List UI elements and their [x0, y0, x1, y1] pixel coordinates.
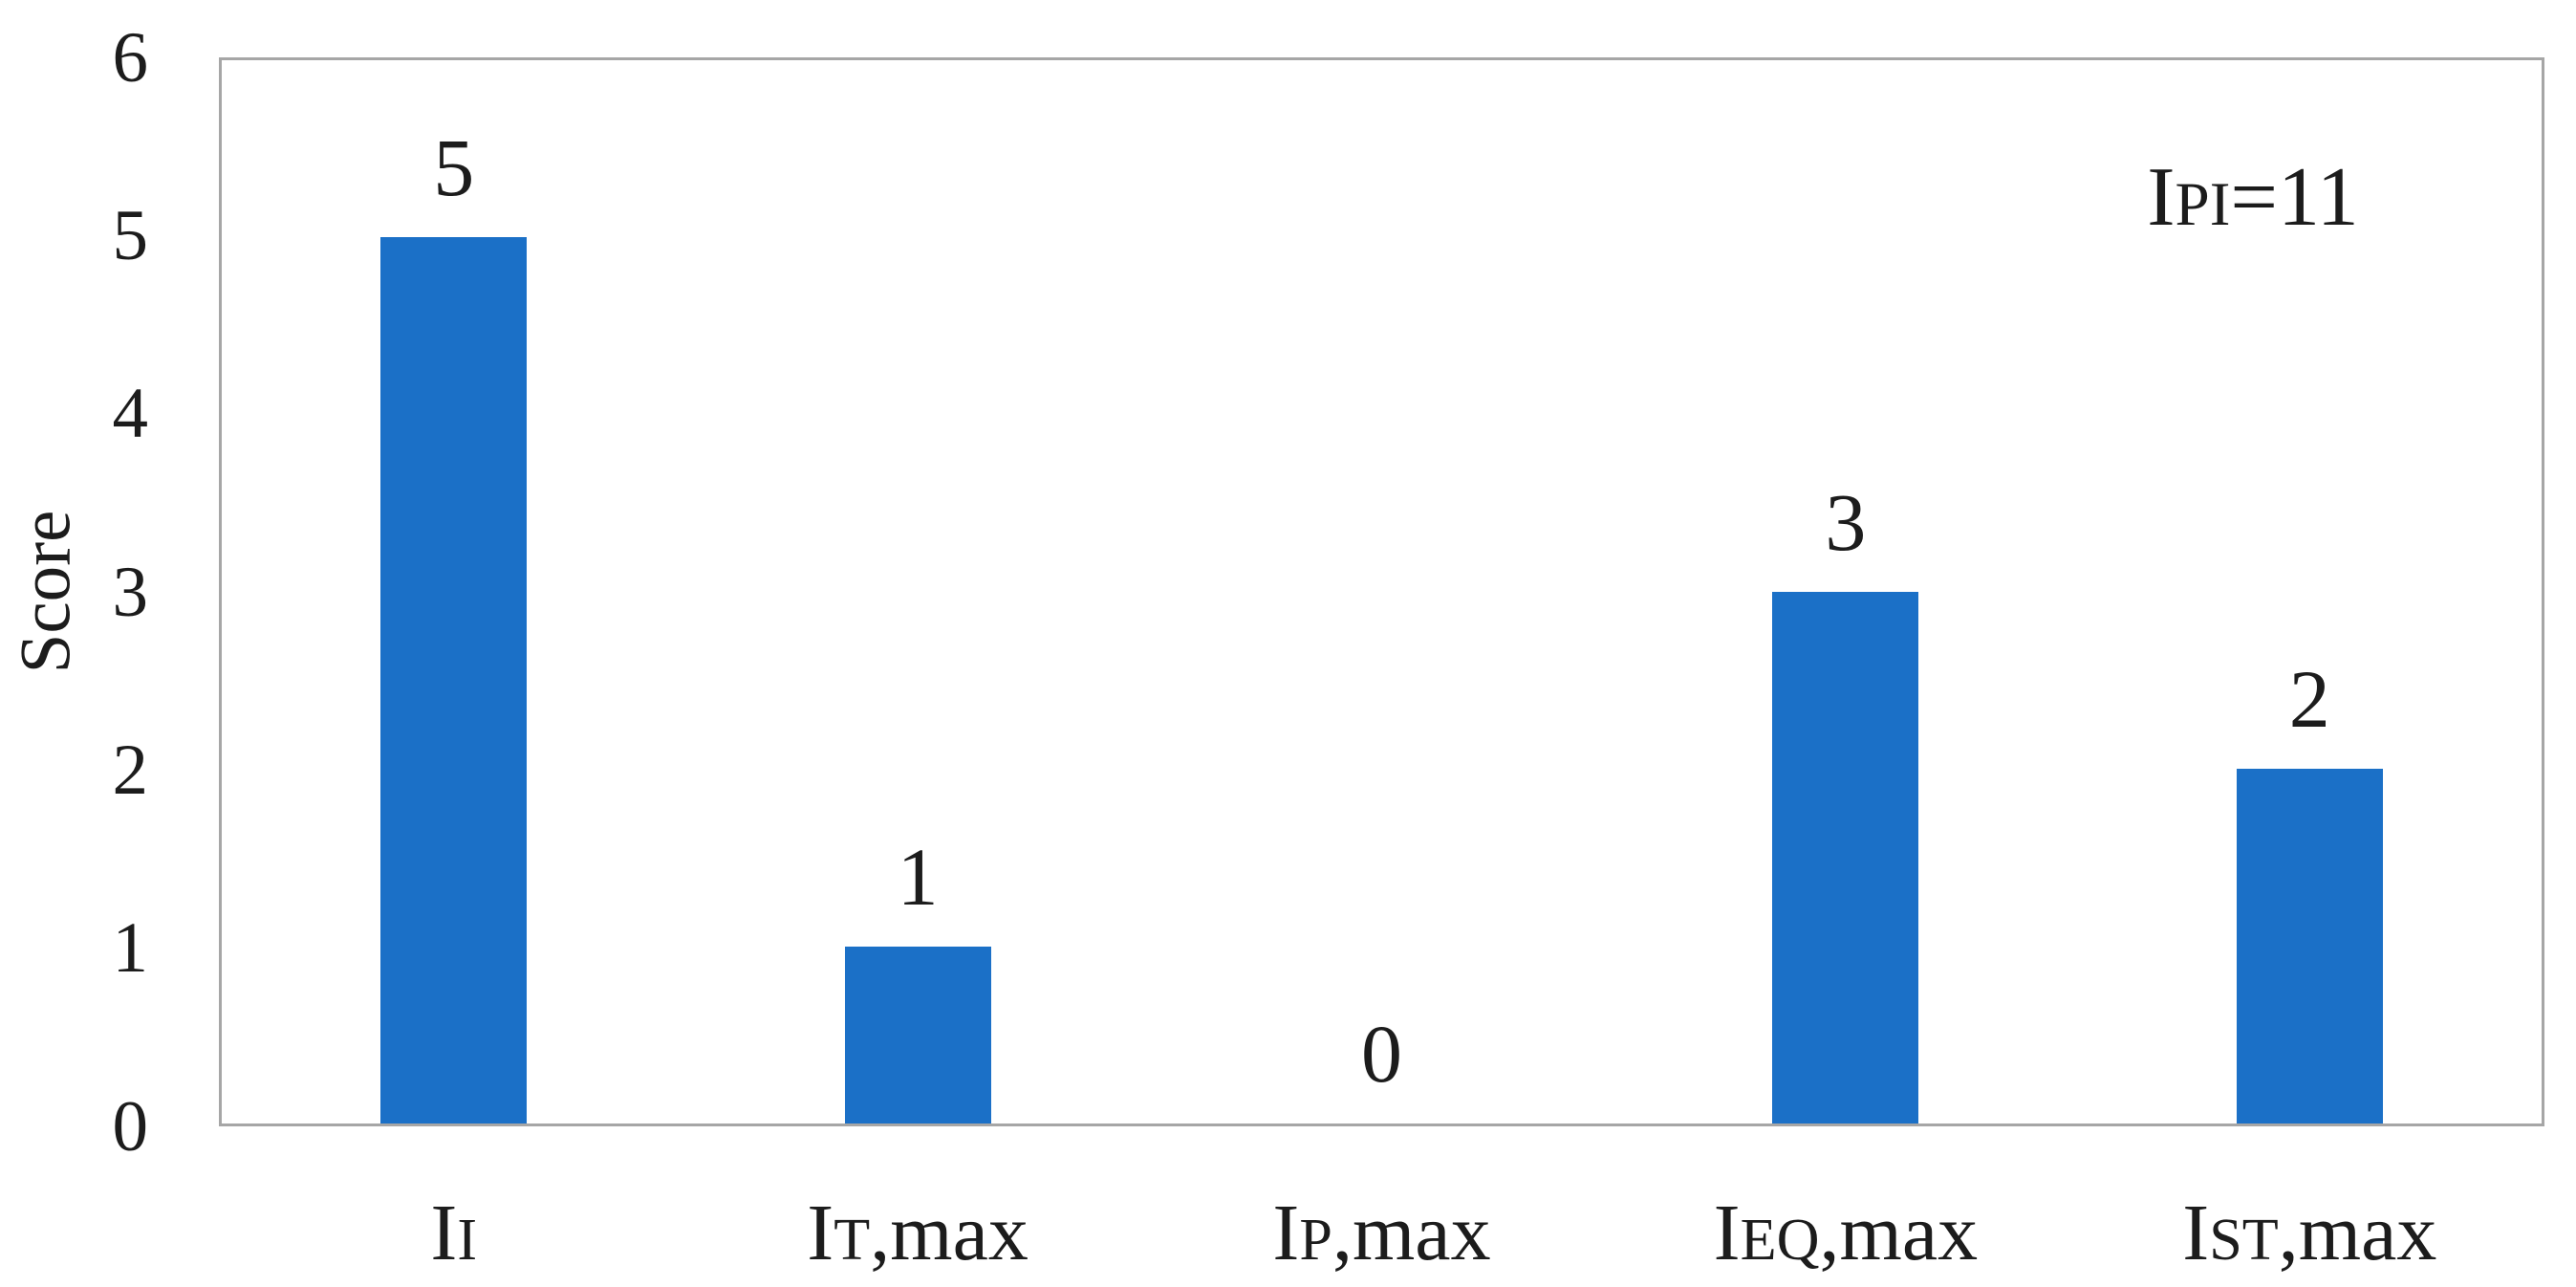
x-label-base: I	[807, 1189, 834, 1277]
x-label-subscript: EQ	[1740, 1208, 1820, 1273]
x-label-subscript: P	[1299, 1208, 1332, 1273]
bar-value-label: 5	[433, 121, 475, 214]
y-tick-label: 1	[112, 908, 149, 989]
bar-IST,max	[2236, 769, 2383, 1123]
bar-value-label: 2	[2288, 653, 2330, 746]
x-label-base: I	[2182, 1189, 2210, 1277]
x-label-suffix: ,max	[2278, 1189, 2437, 1277]
x-label-suffix: ,max	[870, 1189, 1028, 1277]
x-label-base: I	[1713, 1189, 1741, 1277]
x-label-subscript: ST	[2209, 1208, 2279, 1273]
x-label-suffix: ,max	[1819, 1189, 1979, 1277]
y-tick-label: 3	[112, 552, 149, 632]
y-tick-label: 2	[112, 730, 149, 810]
bar-value-label: 3	[1825, 476, 1867, 568]
x-label-suffix: ,max	[1331, 1189, 1491, 1277]
y-tick-label: 0	[112, 1086, 149, 1167]
annotation-ipi: IPI=11	[2147, 156, 2359, 240]
x-category-label-IP,max: IP,max	[1272, 1193, 1490, 1274]
x-label-subscript: I	[457, 1208, 478, 1273]
x-label-base: I	[430, 1189, 458, 1277]
y-tick-label: 5	[112, 195, 149, 275]
bar-value-label: 0	[1361, 1008, 1402, 1100]
x-category-label-IEQ,max: IEQ,max	[1714, 1193, 1978, 1274]
x-category-label-II: II	[430, 1193, 477, 1274]
y-tick-label: 6	[112, 17, 149, 98]
x-category-label-IST,max: IST,max	[2182, 1193, 2436, 1274]
x-label-base: I	[1272, 1189, 1300, 1277]
annotation-subscript: PI	[2175, 170, 2231, 239]
y-tick-label: 4	[112, 374, 149, 454]
bar-value-label: 1	[897, 830, 939, 923]
bar-II	[380, 237, 528, 1123]
bar-IEQ,max	[1772, 592, 1919, 1123]
plot-area: 5 1 0 3 2 IPI=11	[219, 57, 2544, 1126]
x-category-label-IT,max: IT,max	[807, 1193, 1028, 1274]
annotation-base: I	[2147, 151, 2176, 244]
x-label-subscript: T	[833, 1208, 871, 1273]
annotation-value: =11	[2230, 151, 2359, 244]
bar-IT,max	[844, 946, 991, 1123]
